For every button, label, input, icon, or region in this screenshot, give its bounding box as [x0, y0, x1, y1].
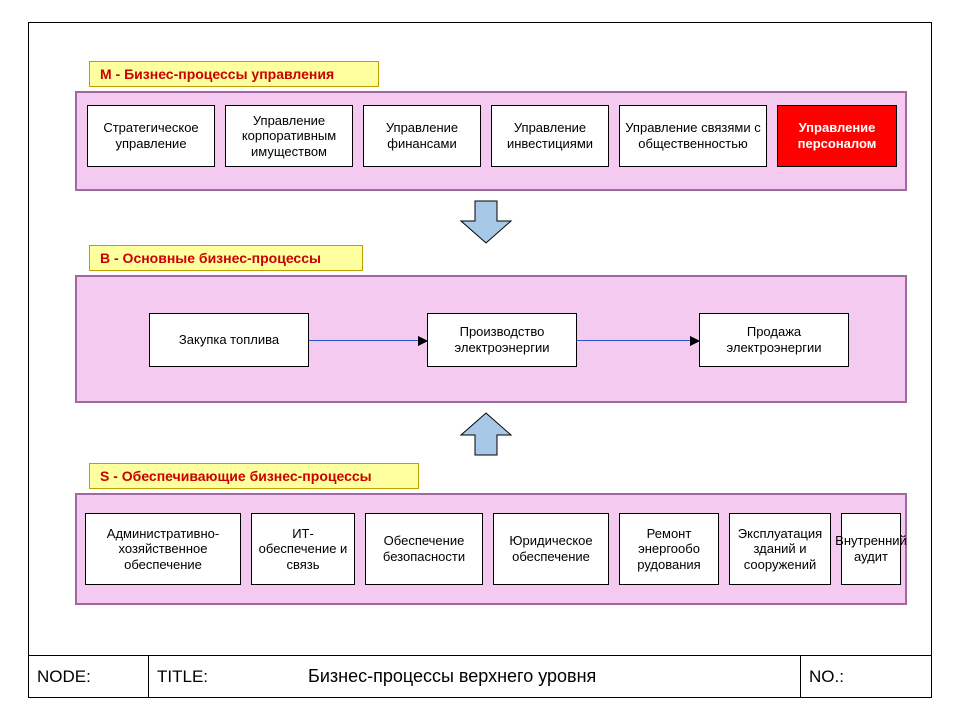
footer-node-label: NODE:	[37, 667, 91, 687]
box-m-4: Управление связями с общественностью	[619, 105, 767, 167]
box-b-2: Продажа электроэнергии	[699, 313, 849, 367]
box-s-4: Ремонт энергообо рудования	[619, 513, 719, 585]
box-s-6: Внутренний аудит	[841, 513, 901, 585]
footer-title-text: Бизнес-процессы верхнего уровня	[308, 666, 596, 687]
footer-title-cell: TITLE: Бизнес-процессы верхнего уровня	[149, 656, 801, 697]
box-m-2: Управление финансами	[363, 105, 481, 167]
footer-bar: NODE: TITLE: Бизнес-процессы верхнего ур…	[29, 655, 931, 697]
diagram-frame: М - Бизнес-процессы управления В - Основ…	[28, 22, 932, 698]
box-s-3: Юридическое обеспечение	[493, 513, 609, 585]
box-b-1: Производство электроэнергии	[427, 313, 577, 367]
box-m-1: Управление корпоративным имуществом	[225, 105, 353, 167]
section-s-label: S - Обеспечивающие бизнес-процессы	[89, 463, 419, 489]
flow-arrow-1	[577, 340, 699, 341]
box-m-0: Стратегическое управление	[87, 105, 215, 167]
footer-no-label: NO.:	[809, 667, 844, 687]
diagram-area: М - Бизнес-процессы управления В - Основ…	[29, 23, 931, 657]
section-m-label: М - Бизнес-процессы управления	[89, 61, 379, 87]
box-s-5: Эксплуатация зданий и сооружений	[729, 513, 831, 585]
box-s-1: ИТ-обеспечение и связь	[251, 513, 355, 585]
arrow-m-to-b-icon	[459, 199, 513, 245]
section-b-label: В - Основные бизнес-процессы	[89, 245, 363, 271]
footer-node-cell: NODE:	[29, 656, 149, 697]
box-b-0: Закупка топлива	[149, 313, 309, 367]
arrow-s-to-b-icon	[459, 411, 513, 457]
flow-arrow-0	[309, 340, 427, 341]
box-s-0: Административно-хозяйственное обеспечени…	[85, 513, 241, 585]
footer-no-cell: NO.:	[801, 656, 931, 697]
box-m-5: Управление персоналом	[777, 105, 897, 167]
footer-title-label: TITLE:	[157, 667, 208, 687]
box-m-3: Управление инвестициями	[491, 105, 609, 167]
box-s-2: Обеспечение безопасности	[365, 513, 483, 585]
